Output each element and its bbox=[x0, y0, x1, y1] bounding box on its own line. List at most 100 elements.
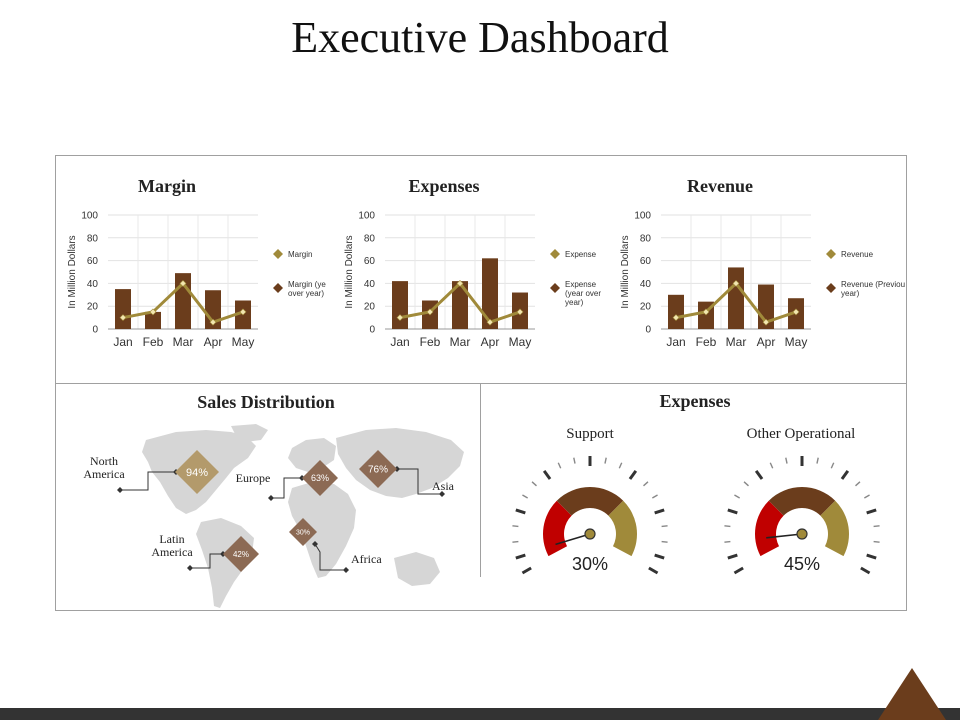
expenses-gauges-title: Expenses bbox=[659, 391, 731, 411]
europe-shape bbox=[288, 438, 336, 472]
line-point bbox=[762, 318, 770, 326]
gauge-tick bbox=[733, 566, 744, 575]
legend-label: Margin bbox=[288, 250, 312, 259]
bar bbox=[668, 294, 684, 329]
gauge-band-brown bbox=[768, 487, 836, 516]
region-label: North America bbox=[83, 454, 125, 481]
gauge-other-operational-label: Other Operational bbox=[746, 426, 856, 442]
bar bbox=[482, 258, 498, 329]
gauge-support-label: Support bbox=[566, 426, 614, 442]
connector-line bbox=[397, 468, 442, 495]
gauge-needle bbox=[766, 533, 803, 539]
y-tick-label: 100 bbox=[358, 211, 375, 222]
footer-bar bbox=[0, 708, 960, 720]
y-tick-label: 60 bbox=[364, 256, 376, 267]
legend-label: Expense (year over year) bbox=[565, 280, 601, 307]
region-label: Asia bbox=[432, 479, 455, 493]
australia-shape bbox=[394, 552, 440, 586]
gauge-tick bbox=[628, 470, 638, 480]
region-diamond bbox=[302, 460, 338, 496]
sales-distribution-title: Sales Distribution bbox=[197, 392, 335, 412]
greenland-shape bbox=[231, 424, 268, 442]
line-point bbox=[486, 318, 494, 326]
gauge-tick bbox=[654, 508, 665, 515]
connector-line bbox=[314, 543, 346, 571]
corner-triangle bbox=[878, 668, 946, 720]
line-point bbox=[426, 308, 434, 316]
gauge-tick bbox=[512, 525, 519, 528]
y-tick-label: 60 bbox=[87, 256, 99, 267]
connector-end-marker bbox=[439, 491, 445, 497]
legend-label: Revenue (Previous year) bbox=[841, 280, 905, 298]
gauge-tick bbox=[557, 462, 562, 469]
gauge-tick bbox=[873, 540, 880, 543]
y-tick-label: 20 bbox=[87, 302, 99, 313]
line-point bbox=[396, 314, 404, 322]
connector-end-marker bbox=[343, 567, 349, 573]
gauge-tick bbox=[512, 540, 519, 543]
gauge-tick bbox=[866, 508, 877, 515]
y-tick-label: 80 bbox=[87, 233, 99, 244]
region-label: Latin America bbox=[151, 532, 193, 559]
panel-divider-horizontal bbox=[55, 383, 907, 384]
gauge-band-red bbox=[755, 500, 784, 557]
region-diamond bbox=[175, 450, 219, 494]
margin-chart: 0 20 40 60 80 100 In Million Dollars Jan Feb Mar A… bbox=[67, 211, 326, 350]
y-tick-label: 40 bbox=[640, 279, 652, 290]
gauge-tick bbox=[727, 553, 738, 560]
world-map-silhouette bbox=[142, 424, 464, 608]
gauge-tick bbox=[855, 481, 861, 487]
gauge-tick bbox=[515, 508, 526, 515]
region-value: 76% bbox=[368, 465, 388, 476]
y-tick-label: 20 bbox=[364, 302, 376, 313]
y-tick-label: 80 bbox=[640, 233, 652, 244]
x-tick-label: Jan bbox=[666, 335, 685, 349]
x-tick-label: Mar bbox=[173, 335, 194, 349]
gauge-tick bbox=[860, 566, 871, 575]
x-tick-label: May bbox=[232, 335, 255, 349]
legend-marker-bar bbox=[826, 283, 836, 293]
region-value: 42% bbox=[233, 550, 249, 559]
line-point bbox=[239, 308, 247, 316]
line-point bbox=[672, 314, 680, 322]
line-point bbox=[149, 308, 157, 316]
y-tick-label: 80 bbox=[364, 233, 376, 244]
x-tick-label: Apr bbox=[481, 335, 500, 349]
legend-marker-line bbox=[550, 249, 560, 259]
bar bbox=[392, 281, 408, 329]
region-value: 94% bbox=[186, 467, 208, 479]
x-tick-label: May bbox=[785, 335, 808, 349]
region-label: Africa bbox=[351, 552, 382, 566]
x-tick-label: Feb bbox=[143, 335, 164, 349]
gauge-support: 30% bbox=[512, 456, 668, 575]
legend-marker-bar bbox=[273, 283, 283, 293]
y-tick-label: 0 bbox=[369, 325, 375, 336]
gauge-tick bbox=[864, 494, 870, 499]
gauge-tick bbox=[830, 462, 835, 469]
expenses-chart-title: Expenses bbox=[408, 176, 480, 196]
legend-marker-line bbox=[273, 249, 283, 259]
line-point bbox=[119, 314, 127, 322]
page-title: Executive Dashboard bbox=[291, 13, 669, 62]
legend-label: Revenue bbox=[841, 250, 874, 259]
gauge-tick bbox=[648, 566, 659, 575]
gauge-tick bbox=[515, 553, 526, 560]
y-tick-label: 40 bbox=[87, 279, 99, 290]
y-axis-label: In Million Dollars bbox=[344, 235, 355, 308]
gauge-tick bbox=[618, 462, 623, 469]
gauge-value: 45% bbox=[784, 554, 820, 574]
margin-chart-title: Margin bbox=[138, 176, 196, 196]
gauge-tick bbox=[785, 457, 788, 464]
connector-line bbox=[190, 553, 223, 569]
y-tick-label: 60 bbox=[640, 256, 652, 267]
gauge-tick bbox=[873, 525, 880, 528]
x-tick-label: Mar bbox=[726, 335, 747, 349]
region-diamond bbox=[289, 518, 317, 546]
x-tick-label: May bbox=[509, 335, 532, 349]
gauge-tick bbox=[643, 481, 649, 487]
x-tick-label: Apr bbox=[757, 335, 776, 349]
line-point bbox=[732, 279, 740, 287]
region-value: 30% bbox=[296, 529, 310, 536]
gauge-tick bbox=[724, 540, 731, 543]
